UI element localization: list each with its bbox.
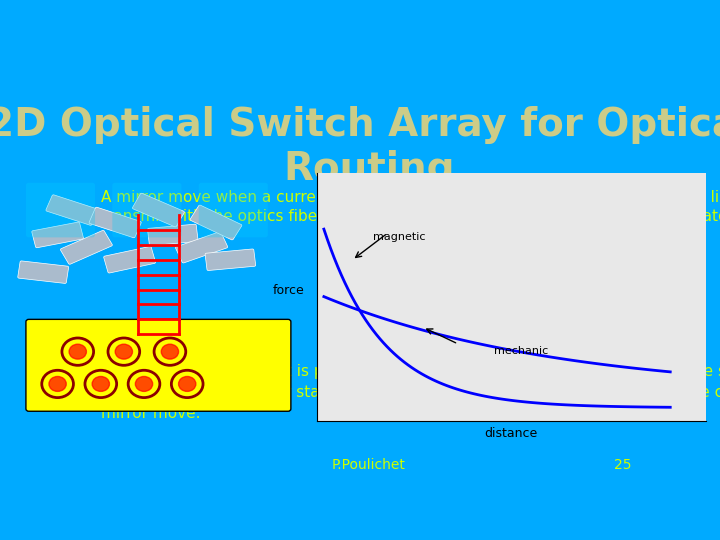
Text: mechanic: mechanic [493, 346, 548, 356]
FancyBboxPatch shape [205, 249, 256, 271]
magnetic [638, 404, 647, 410]
X-axis label: distance: distance [485, 427, 538, 440]
Circle shape [179, 376, 196, 392]
Text: A mirror move when a current is applied on the micro inductance. It reflect the : A mirror move when a current is applied … [101, 190, 720, 224]
Line: magnetic: magnetic [324, 229, 670, 407]
FancyBboxPatch shape [18, 261, 68, 284]
FancyBboxPatch shape [112, 183, 181, 238]
FancyBboxPatch shape [176, 232, 228, 263]
FancyBboxPatch shape [199, 183, 268, 238]
Line: mechanic: mechanic [324, 296, 670, 372]
magnetic [526, 399, 535, 406]
FancyBboxPatch shape [148, 224, 198, 246]
FancyBboxPatch shape [89, 207, 141, 238]
FancyBboxPatch shape [132, 193, 184, 227]
Y-axis label: force: force [273, 284, 305, 297]
Circle shape [115, 344, 132, 359]
FancyBboxPatch shape [46, 195, 98, 225]
magnetic [400, 359, 409, 366]
magnetic [386, 347, 395, 353]
mechanic [666, 369, 675, 375]
Text: magnetic: magnetic [374, 232, 426, 242]
mechanic [400, 322, 409, 328]
Circle shape [92, 376, 109, 392]
magnetic [666, 404, 675, 410]
Circle shape [135, 376, 153, 392]
Text: 2D Optical Switch Array for Optical
Routing: 2D Optical Switch Array for Optical Rout… [0, 106, 720, 188]
magnetic [320, 226, 328, 232]
mechanic [526, 350, 535, 357]
FancyBboxPatch shape [190, 205, 242, 240]
mechanic [498, 345, 507, 352]
magnetic [649, 404, 657, 410]
FancyBboxPatch shape [26, 183, 95, 238]
Text: P.Poulichet: P.Poulichet [332, 458, 406, 472]
mechanic [386, 318, 395, 324]
Circle shape [69, 344, 86, 359]
Text: 25: 25 [613, 458, 631, 472]
Circle shape [49, 376, 66, 392]
FancyBboxPatch shape [104, 246, 156, 273]
magnetic [498, 396, 507, 402]
mechanic [320, 293, 328, 300]
mechanic [649, 367, 657, 373]
Circle shape [161, 344, 179, 359]
mechanic [638, 366, 647, 372]
FancyBboxPatch shape [32, 222, 84, 248]
Text: Under the coil, a magnet is placed. A pulse in the coil shift the mirror. When t: Under the coil, a magnet is placed. A pu… [101, 364, 720, 421]
FancyBboxPatch shape [26, 319, 291, 411]
FancyBboxPatch shape [60, 231, 112, 264]
